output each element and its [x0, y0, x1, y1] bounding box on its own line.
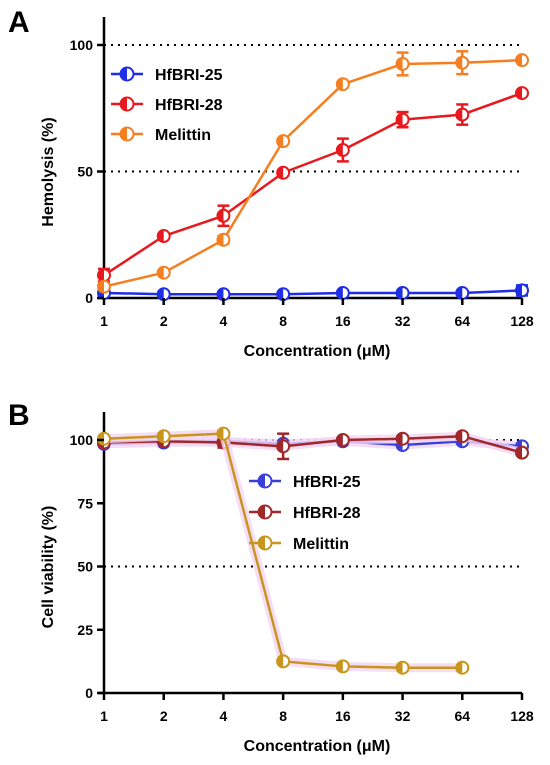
data-point — [216, 426, 231, 441]
x-tick-label: 4 — [220, 708, 228, 724]
series-line — [103, 58, 523, 288]
x-tick-label: 16 — [335, 313, 351, 329]
x-tick-label: 64 — [454, 708, 470, 724]
data-point — [455, 429, 470, 444]
data-point — [276, 165, 291, 180]
x-tick-label: 2 — [160, 708, 168, 724]
x-tick-label: 2 — [160, 313, 168, 329]
series-melittin — [97, 50, 529, 294]
data-point — [455, 107, 470, 122]
y-tick-label: 75 — [77, 495, 93, 511]
legend-item-melittin: Melittin — [111, 126, 211, 144]
y-axis-title-a: Hemolysis (%) — [40, 117, 57, 226]
data-point — [97, 431, 111, 446]
data-point — [97, 279, 111, 294]
series-melittin — [97, 426, 470, 675]
panel-a-letter: A — [8, 6, 30, 39]
x-tick-label: 8 — [279, 708, 287, 724]
data-point — [455, 660, 470, 675]
x-tick-label: 16 — [335, 708, 351, 724]
series-line — [103, 434, 523, 454]
data-point — [276, 134, 291, 149]
legend-label: HfBRI-28 — [293, 505, 361, 522]
series-line — [103, 432, 463, 669]
data-point — [515, 86, 529, 101]
chart-panel-a: A 0 50 100 1 2 4 8 16 32 64 128 Hemolysis (%) Conc… — [8, 6, 534, 360]
x-axis-title-a: Concentration (μM) — [244, 343, 391, 360]
data-point — [216, 232, 231, 247]
x-tick-label: 32 — [395, 708, 411, 724]
legend-label: Melittin — [293, 536, 349, 553]
data-point — [335, 433, 350, 447]
data-point — [455, 55, 470, 70]
y-tick-label: 50 — [77, 164, 93, 180]
data-point — [97, 268, 111, 283]
data-point — [276, 439, 291, 454]
data-point — [156, 429, 171, 444]
legend-item-hfbri-28: HfBRI-28 — [111, 96, 223, 114]
legend-label: Melittin — [155, 127, 211, 144]
data-point — [395, 112, 410, 127]
x-tick-label: 128 — [510, 313, 534, 329]
data-point — [156, 265, 171, 280]
y-tick-label: 100 — [70, 432, 94, 448]
y-tick-label: 100 — [70, 37, 94, 53]
x-tick-label: 8 — [279, 313, 287, 329]
series-line — [103, 91, 523, 277]
x-tick-label: 4 — [220, 313, 228, 329]
data-point — [395, 285, 410, 300]
legend-item-melittin: Melittin — [249, 535, 349, 553]
panel-b-letter: B — [8, 399, 30, 432]
data-point — [335, 142, 350, 157]
x-tick-label: 128 — [510, 708, 534, 724]
data-point — [395, 56, 410, 71]
data-point — [515, 53, 529, 68]
y-tick-label: 50 — [77, 559, 93, 575]
data-point — [335, 285, 350, 300]
legend-label: HfBRI-25 — [293, 474, 361, 491]
data-point — [216, 208, 231, 223]
data-point — [335, 77, 350, 92]
x-tick-label: 64 — [454, 313, 470, 329]
series-line — [103, 289, 523, 296]
data-point — [395, 660, 410, 675]
y-tick-label: 25 — [77, 622, 93, 638]
y-tick-label: 0 — [85, 290, 93, 306]
x-tick-label: 32 — [395, 313, 411, 329]
legend-item-hfbri-28: HfBRI-28 — [249, 504, 361, 522]
x-axis-title-b: Concentration (μM) — [244, 738, 391, 755]
data-point — [276, 654, 291, 669]
x-tick-label: 1 — [100, 708, 108, 724]
series-hfbri-28 — [97, 86, 529, 283]
data-point — [455, 285, 470, 300]
legend-label: HfBRI-28 — [155, 97, 223, 114]
y-axis-title-b: Cell viability (%) — [40, 506, 57, 629]
y-tick-label: 0 — [85, 685, 93, 701]
data-point — [395, 431, 410, 446]
legend-item-hfbri-25: HfBRI-25 — [111, 66, 223, 84]
data-point — [156, 229, 171, 244]
x-tick-label: 1 — [100, 313, 108, 329]
data-point — [515, 445, 529, 460]
series-halo — [103, 429, 463, 673]
chart-panel-b: B 0 25 50 75 100 1 2 4 8 16 32 64 128 Cell viability… — [8, 399, 534, 755]
data-point — [515, 283, 529, 298]
legend-label: HfBRI-25 — [155, 67, 223, 84]
legend-item-hfbri-25: HfBRI-25 — [249, 473, 361, 491]
data-point — [335, 659, 350, 674]
